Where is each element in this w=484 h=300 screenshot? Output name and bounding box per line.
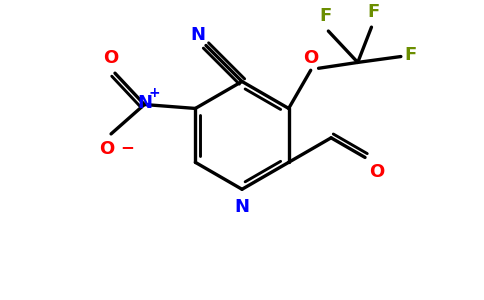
Text: +: + xyxy=(149,86,160,100)
Text: N: N xyxy=(190,26,205,44)
Text: N: N xyxy=(137,94,152,112)
Text: O: O xyxy=(100,140,115,158)
Text: O: O xyxy=(303,49,318,67)
Text: N: N xyxy=(235,198,249,216)
Text: F: F xyxy=(405,46,417,64)
Text: −: − xyxy=(120,138,134,156)
Text: F: F xyxy=(367,3,379,21)
Text: O: O xyxy=(104,49,119,67)
Text: O: O xyxy=(369,163,384,181)
Text: F: F xyxy=(319,7,332,25)
